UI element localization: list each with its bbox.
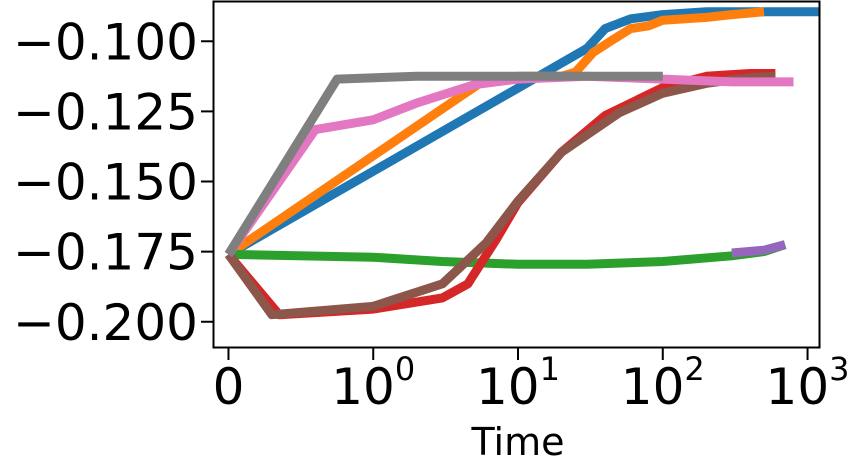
x-axis-label: Time [471,420,565,458]
x-tick-base: 10 [331,358,395,416]
x-tick-base: 10 [621,358,685,416]
x-tick-exponent: 2 [684,350,704,388]
y-tick-label: −0.100 [13,13,198,71]
y-tick-label: −0.150 [13,154,198,212]
x-tick-label: 103 [766,350,850,416]
x-tick-label: 0 [213,358,245,416]
y-axis: −0.100 −0.125 −0.150 −0.175 −0.200 [13,13,214,352]
series-line-3 [228,240,787,269]
x-tick-exponent: 0 [395,350,415,388]
x-tick-base: 10 [476,358,540,416]
x-tick-label: 101 [476,350,560,416]
y-tick-label: −0.200 [13,294,198,352]
y-tick-label: −0.125 [13,83,198,141]
x-axis: 0 100 101 102 103 [213,347,850,416]
x-tick-exponent: 3 [829,350,849,388]
x-tick-label: 100 [331,350,415,416]
series-line-7 [224,71,663,257]
x-tick-base: 10 [766,358,830,416]
x-tick-base: 0 [213,358,245,416]
plot-lines [224,7,819,320]
plot-frame [212,0,821,349]
x-tick-label: 102 [621,350,705,416]
y-tick-label: −0.175 [13,224,198,282]
x-tick-exponent: 1 [540,350,560,388]
series-line-6 [224,71,794,257]
series-line-8 [731,240,787,258]
